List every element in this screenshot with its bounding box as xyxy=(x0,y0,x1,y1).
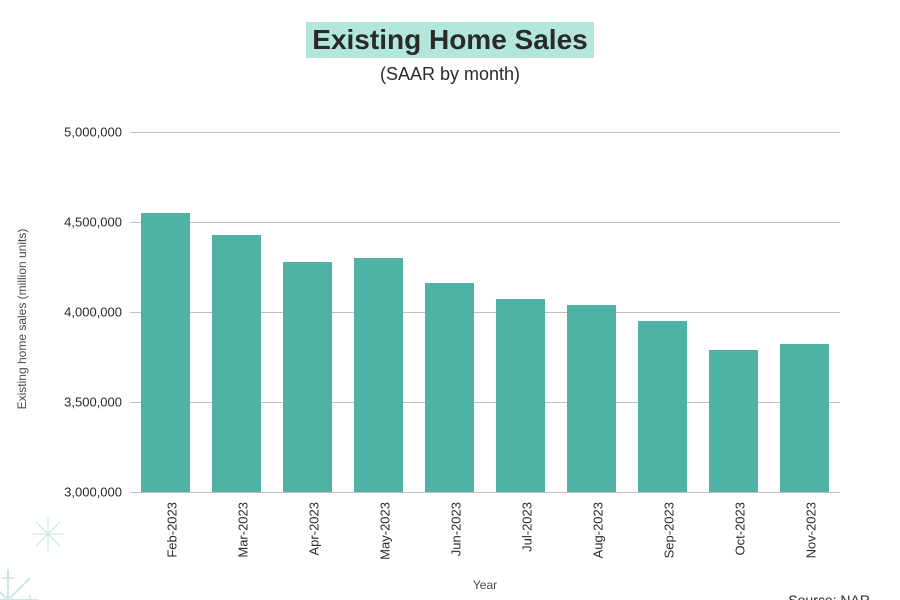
bar xyxy=(425,283,473,492)
chart-subtitle: (SAAR by month) xyxy=(0,64,900,85)
bar xyxy=(638,321,686,492)
x-tick-label: Apr-2023 xyxy=(306,502,321,555)
x-tick-label: Nov-2023 xyxy=(803,502,818,558)
y-tick-label: 4,000,000 xyxy=(50,305,122,320)
bar xyxy=(780,344,828,492)
chart-plot-area: 3,000,0003,500,0004,000,0004,500,0005,00… xyxy=(130,132,840,492)
x-tick-label: Sep-2023 xyxy=(661,502,676,558)
bar xyxy=(496,299,544,492)
x-tick-label: Jul-2023 xyxy=(519,502,534,552)
y-tick-label: 4,500,000 xyxy=(50,215,122,230)
x-tick-label: Jun-2023 xyxy=(448,502,463,556)
gridline xyxy=(130,492,840,493)
bar xyxy=(354,258,402,492)
x-tick-label: Aug-2023 xyxy=(590,502,605,558)
y-tick-label: 5,000,000 xyxy=(50,125,122,140)
bar xyxy=(283,262,331,492)
chart-title: Existing Home Sales xyxy=(306,22,593,58)
gridline xyxy=(130,222,840,223)
bar xyxy=(212,235,260,492)
snowflake-icon xyxy=(0,472,120,600)
bar xyxy=(567,305,615,492)
source-text: Source: NAR xyxy=(788,592,870,600)
y-axis-label: Existing home sales (million units) xyxy=(15,189,29,449)
x-tick-label: Feb-2023 xyxy=(164,502,179,558)
bar xyxy=(141,213,189,492)
x-tick-label: May-2023 xyxy=(377,502,392,560)
x-tick-label: Oct-2023 xyxy=(732,502,747,555)
x-tick-label: Mar-2023 xyxy=(235,502,250,558)
gridline xyxy=(130,132,840,133)
x-axis-label: Year xyxy=(130,578,840,592)
bar xyxy=(709,350,757,492)
y-tick-label: 3,500,000 xyxy=(50,395,122,410)
